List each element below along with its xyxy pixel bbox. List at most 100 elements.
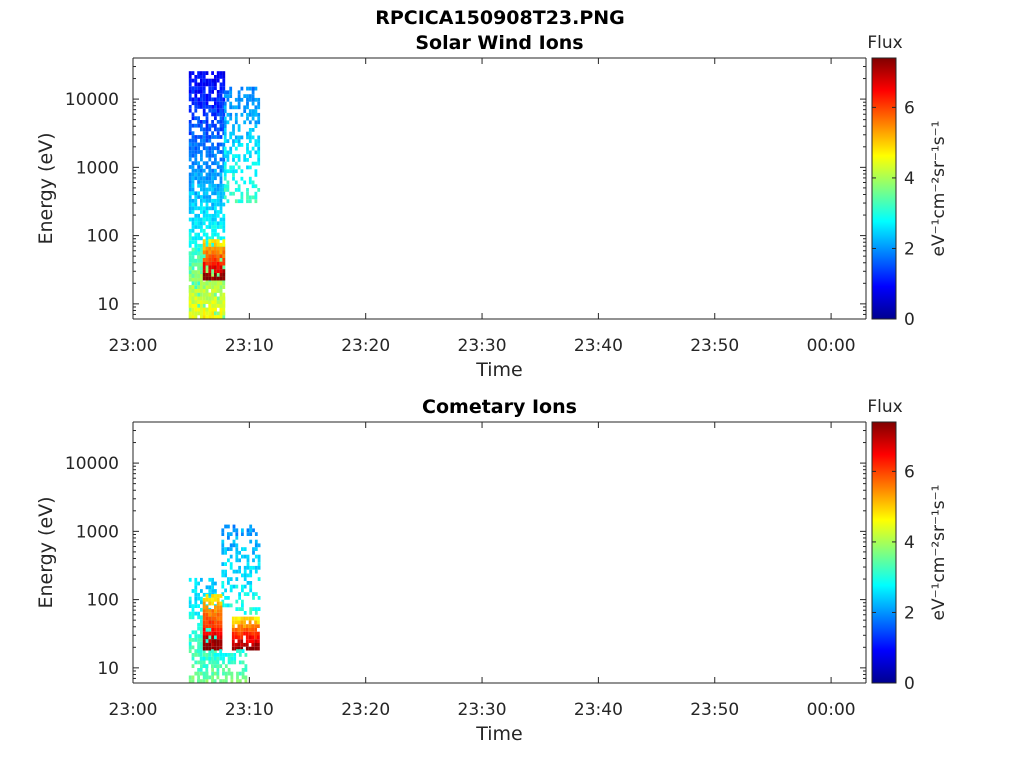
p0-cell	[197, 292, 200, 297]
p0-cell	[194, 157, 198, 162]
p0-cell	[219, 75, 223, 79]
p1-cell	[216, 675, 220, 680]
p0-cell	[211, 292, 214, 297]
p1-cell	[249, 528, 253, 533]
p1-cell	[252, 528, 255, 533]
p0-cell	[205, 292, 209, 297]
p1-cell	[221, 528, 225, 533]
p1-cell	[191, 611, 195, 616]
p0-cell	[251, 135, 255, 140]
p0-cell	[219, 258, 223, 263]
p0-cell	[222, 120, 226, 124]
p1-cell	[216, 609, 220, 613]
p0-cell	[243, 154, 247, 158]
p0-cell	[188, 127, 192, 132]
p0-cell	[211, 265, 214, 270]
p1-cell	[188, 604, 192, 608]
p0-cell	[202, 101, 206, 106]
p1-cell	[231, 646, 235, 651]
p0-cell	[191, 131, 195, 136]
p0-cell	[222, 225, 226, 229]
p0-cell	[222, 142, 226, 147]
p0-cell	[208, 93, 212, 98]
p1-cell	[200, 622, 203, 627]
p0-cell	[197, 71, 200, 75]
p0-cell	[202, 269, 206, 273]
p0-cell	[216, 187, 220, 192]
p0-cell	[200, 289, 203, 293]
p0-cell	[194, 191, 198, 196]
p0-cell	[240, 199, 244, 204]
p0-cell	[223, 101, 227, 106]
p0-cell	[200, 221, 203, 226]
p1-cell	[248, 620, 252, 625]
p0-cell	[191, 266, 195, 271]
p0-cell	[219, 93, 223, 98]
p0-cell	[197, 168, 200, 173]
p1-cell	[211, 642, 214, 647]
p0-cell	[200, 172, 203, 177]
p0-cell	[188, 105, 192, 109]
p1-x-tick-label: 23:50	[690, 700, 739, 720]
p0-cell	[219, 97, 223, 102]
p0-colorbar-title: Flux	[867, 33, 902, 53]
p1-cell	[219, 616, 223, 621]
p0-cell	[214, 261, 217, 266]
p0-cell	[208, 273, 212, 277]
p0-cell	[211, 236, 214, 241]
p0-cell	[202, 292, 206, 297]
p1-cell	[227, 653, 231, 657]
p0-cell	[219, 142, 223, 147]
p0-cell	[191, 135, 195, 139]
p1-colorbar-unit: eV⁻¹cm⁻²sr⁻¹s⁻¹	[929, 485, 949, 621]
p0-cell	[200, 138, 203, 143]
p0-cell	[191, 161, 195, 166]
p0-cell	[214, 228, 217, 233]
p1-cell	[249, 573, 253, 578]
p0-cell	[234, 154, 238, 158]
p0-cell	[214, 285, 217, 289]
p1-cell	[194, 604, 198, 608]
p0-cell	[191, 112, 195, 117]
p0-cell	[208, 153, 212, 158]
p0-cell	[222, 86, 226, 91]
p0-cell	[194, 202, 198, 207]
p0-cell	[222, 108, 226, 113]
p0-cell	[205, 116, 209, 121]
p0-cell	[219, 281, 223, 286]
p0-cell	[232, 131, 235, 136]
p1-cell	[248, 616, 252, 621]
p0-cell	[205, 261, 209, 266]
p0-cell	[194, 195, 198, 199]
p0-cell	[191, 146, 195, 151]
p0-cell	[194, 75, 198, 79]
p0-cell	[243, 109, 247, 113]
p0-cell	[211, 82, 214, 87]
p0-cell	[211, 270, 214, 274]
p0-cell	[194, 292, 198, 297]
p0-cell	[197, 285, 200, 289]
p0-cell	[194, 123, 198, 128]
p1-cell	[208, 626, 212, 631]
p1-cell	[231, 620, 235, 625]
p1-cell	[214, 649, 217, 653]
p0-cell	[222, 116, 226, 121]
p0-cell	[188, 255, 192, 259]
p0-cell	[211, 261, 214, 266]
p1-cell	[191, 638, 195, 642]
p1-cell	[208, 649, 212, 653]
p1-cell	[244, 675, 248, 680]
p0-cell	[222, 101, 226, 106]
p1-cell	[235, 554, 239, 559]
p1-cell	[254, 592, 258, 596]
p0-cell	[205, 210, 209, 214]
p0-cell	[208, 150, 212, 154]
p1-cell	[234, 646, 238, 651]
p1-cell	[211, 635, 214, 640]
p1-cell	[202, 646, 206, 651]
p0-cell	[234, 112, 238, 117]
p1-x-tick-label: 00:00	[807, 700, 856, 720]
p1-cell	[197, 641, 200, 646]
p0-cell	[222, 261, 226, 266]
p1-cell	[197, 668, 200, 672]
